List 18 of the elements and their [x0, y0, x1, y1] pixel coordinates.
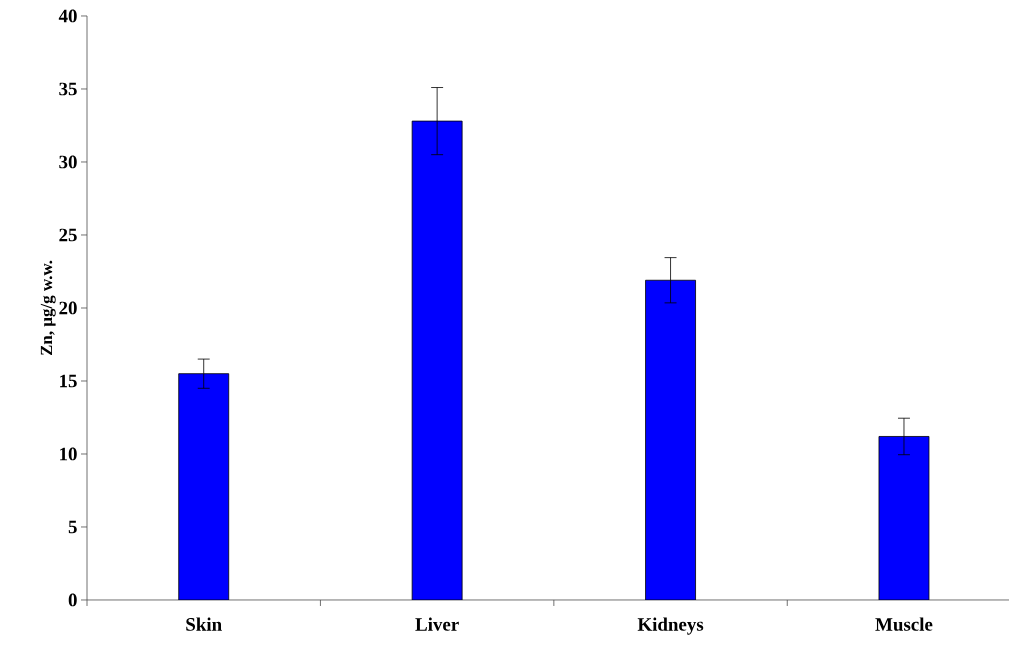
y-tick-label: 40	[58, 9, 77, 23]
bar	[878, 436, 930, 600]
y-tick-label: 20	[59, 301, 77, 315]
y-tick-label: 5	[68, 520, 77, 534]
y-tick-label: 30	[59, 155, 77, 169]
x-tick-label: Skin	[186, 617, 222, 631]
x-tick-label: Liver	[415, 617, 459, 631]
bar	[411, 120, 463, 600]
y-tick-label: 10	[60, 447, 77, 461]
y-tick-label: 35	[59, 82, 77, 96]
x-tick-label: Kidneys	[637, 617, 704, 635]
y-tick-label: 25	[59, 228, 77, 242]
bar	[178, 373, 230, 600]
y-tick-label: 0	[68, 593, 77, 607]
y-axis-title: Zn, µg/g w.w.	[40, 260, 56, 356]
x-tick-label: Muscle	[875, 617, 933, 631]
y-tick-label: 15	[60, 374, 77, 388]
bar	[645, 279, 696, 600]
